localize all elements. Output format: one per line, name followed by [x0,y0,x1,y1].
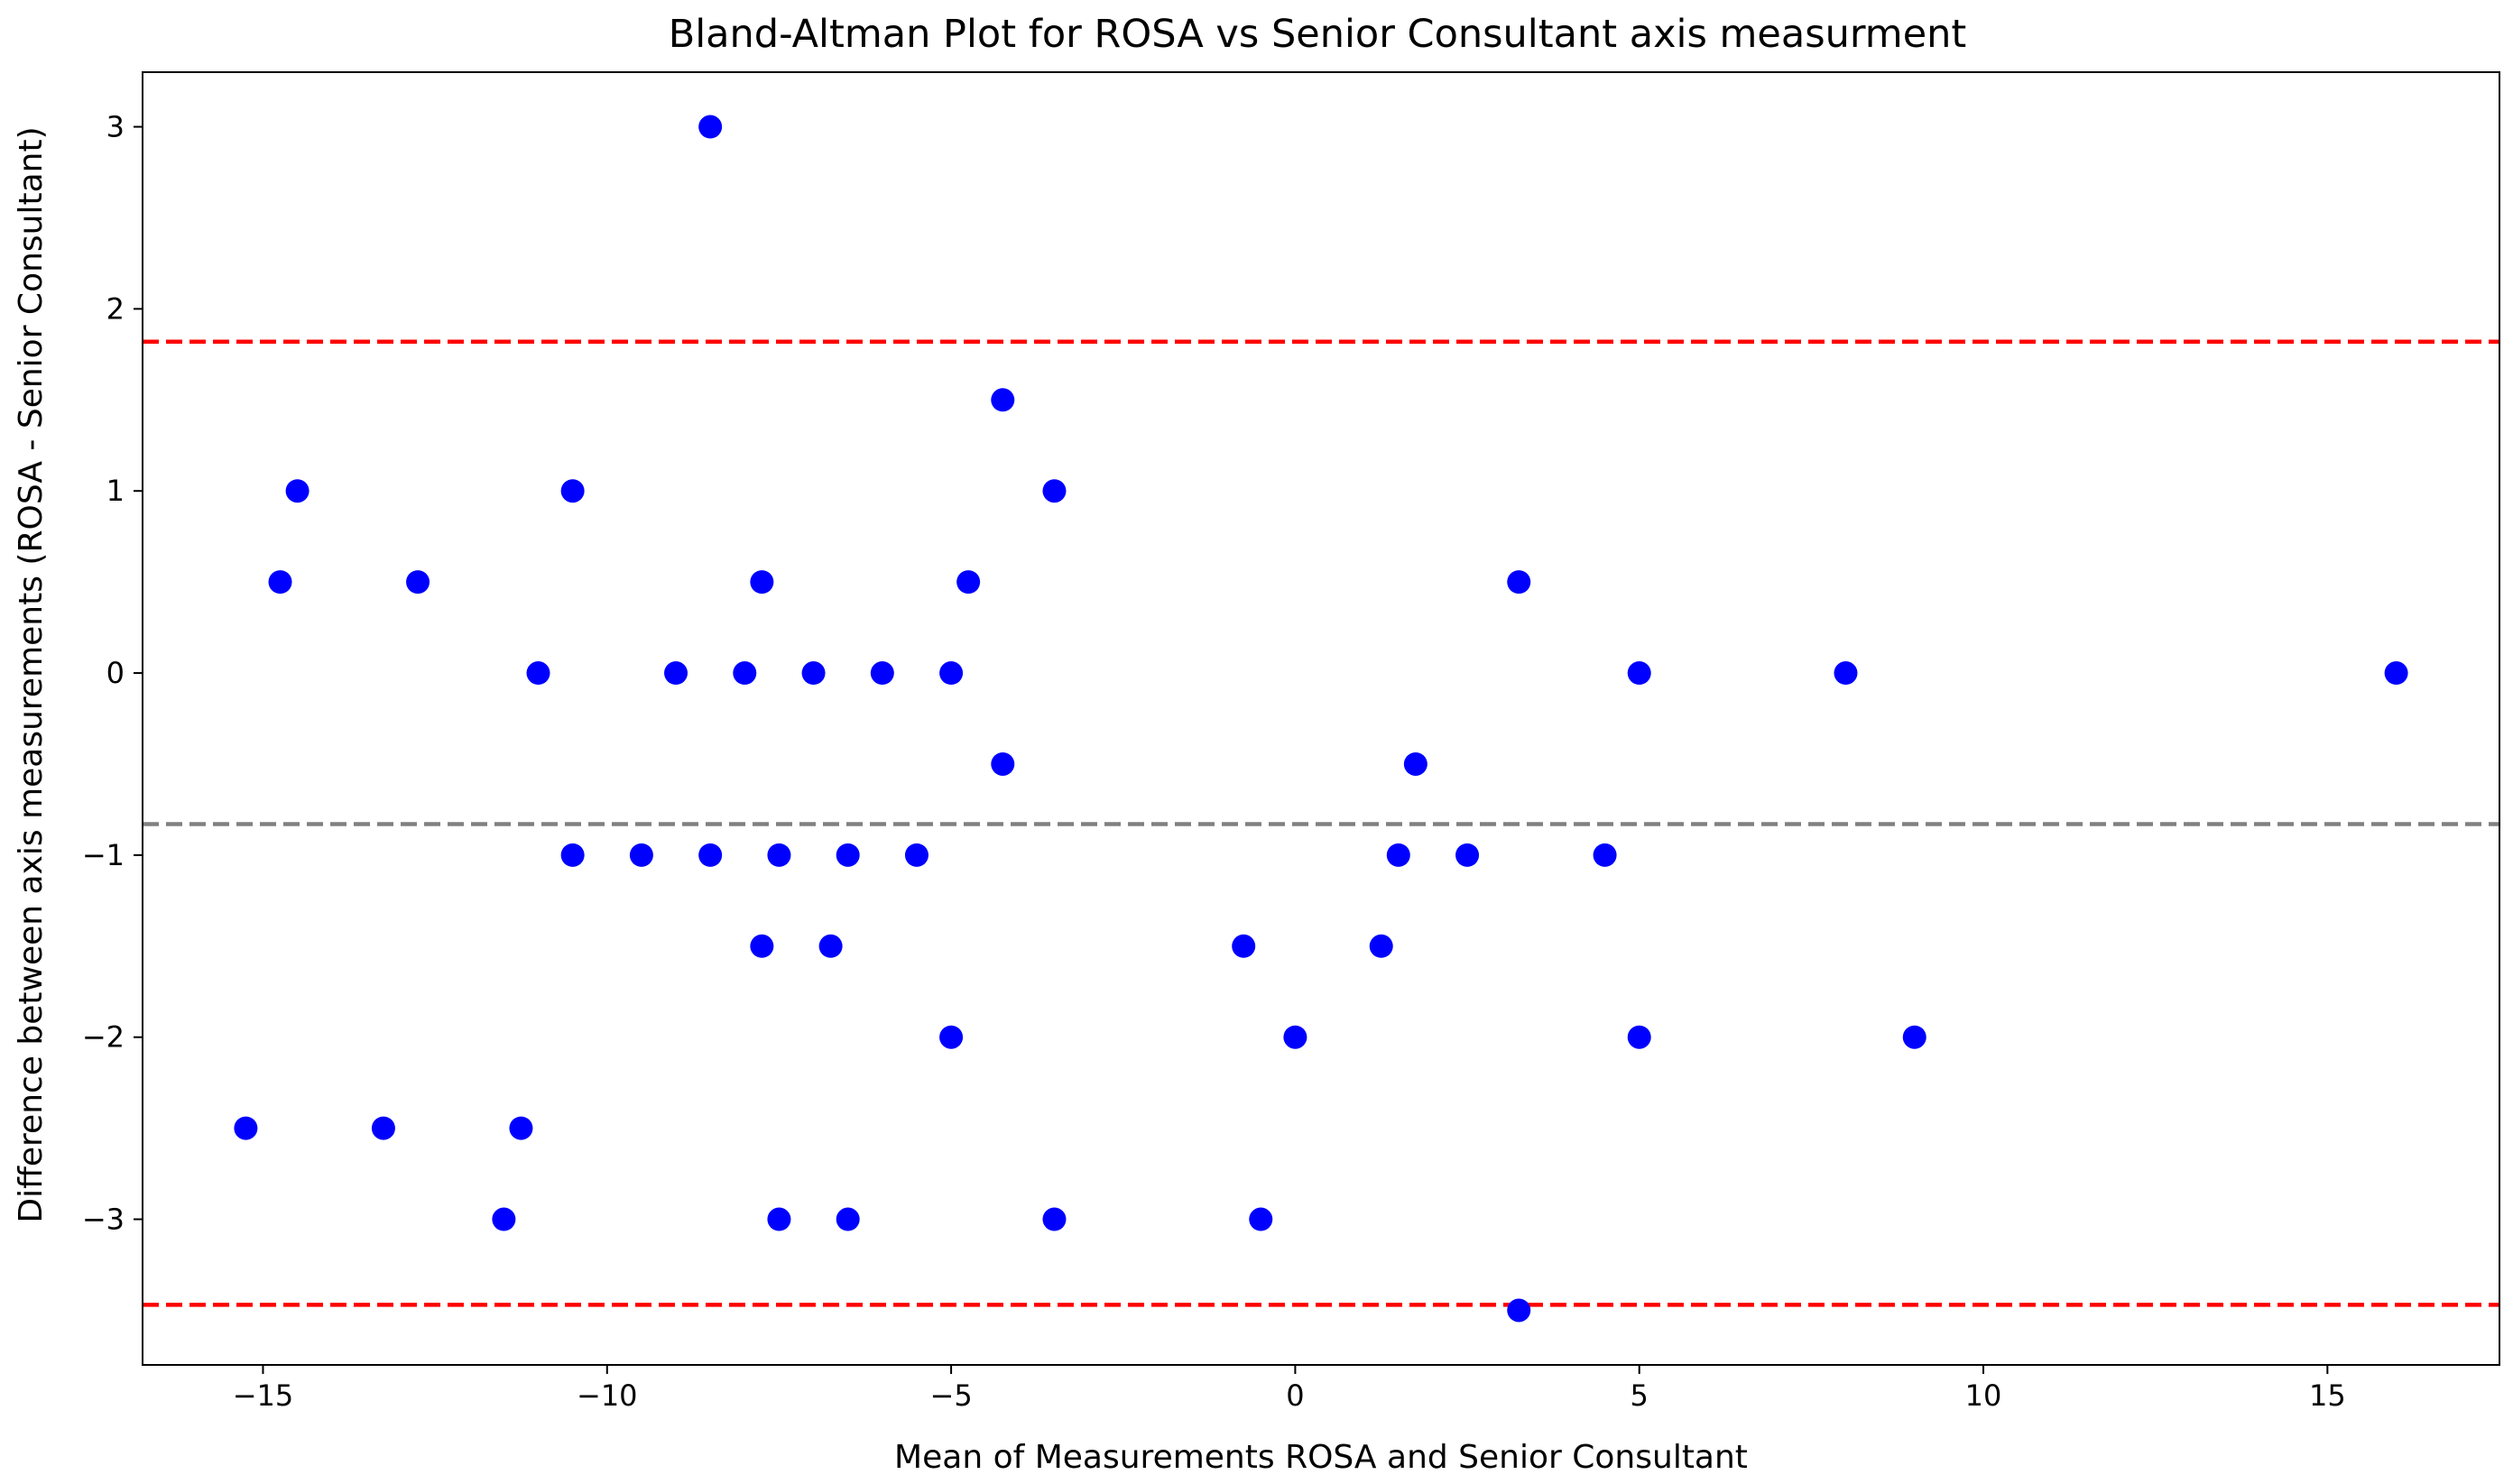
data-point [698,843,723,867]
data-point [956,570,981,595]
y-tick-label: 2 [106,291,125,326]
y-tick-label: −1 [82,838,125,872]
data-point [870,661,894,686]
data-point [509,1116,533,1140]
data-point [1249,1207,1273,1231]
x-tick-label: 10 [1965,1378,2002,1413]
data-point [234,1116,258,1140]
data-point [268,570,292,595]
data-point [767,1207,791,1231]
data-point [991,751,1015,776]
data-point [1834,661,1858,686]
x-tick-label: 0 [1286,1378,1304,1413]
data-point [1386,843,1410,867]
x-axis-ticks: −15 −10 −5 0 5 10 15 [233,1365,2346,1413]
y-tick-label: −3 [82,1203,125,1237]
y-tick-label: 0 [106,656,125,690]
data-point [1042,1207,1067,1231]
data-point [1369,934,1393,958]
data-point [285,479,310,503]
data-point [1232,934,1256,958]
chart-title: Bland-Altman Plot for ROSA vs Senior Con… [669,12,1967,57]
y-tick-label: 3 [106,110,125,144]
data-point [1403,751,1427,776]
x-tick-label: −15 [233,1378,294,1413]
x-tick-label: −10 [577,1378,638,1413]
y-tick-label: −2 [82,1020,125,1055]
plot-area-frame [142,71,2500,1366]
data-point [1455,843,1480,867]
data-point [801,661,826,686]
reference-lines [143,339,2499,1307]
y-tick-label: 1 [106,474,125,508]
data-point [750,934,774,958]
data-point [1507,570,1531,595]
data-point [698,115,723,139]
data-point [406,570,430,595]
data-point [836,843,860,867]
data-point [939,661,964,686]
data-point [1593,843,1617,867]
x-axis-title: Mean of Measurements ROSA and Senior Con… [894,1439,1748,1476]
data-point [904,843,929,867]
data-point [629,843,653,867]
scatter-points [234,115,2408,1323]
data-point [1507,1298,1531,1323]
data-point [492,1207,516,1231]
data-point [1042,479,1067,503]
data-point [836,1207,860,1231]
data-point [939,1025,964,1049]
y-axis-ticks: −3 −2 −1 0 1 2 3 [82,110,143,1237]
y-axis-title: Difference between axis measurements (RO… [13,126,50,1222]
data-point [1627,1025,1651,1049]
data-point [1902,1025,1926,1049]
data-point [1627,661,1651,686]
x-tick-label: 15 [2309,1378,2346,1413]
data-point [750,570,774,595]
x-tick-label: 5 [1631,1378,1649,1413]
data-point [371,1116,395,1140]
data-point [664,661,688,686]
data-point [818,934,843,958]
data-point [991,388,1015,412]
data-point [767,843,791,867]
data-point [733,661,757,686]
data-point [560,479,585,503]
data-point [560,843,585,867]
data-point [526,661,550,686]
data-point [2384,661,2408,686]
x-tick-label: −5 [930,1378,973,1413]
data-point [1283,1025,1307,1049]
